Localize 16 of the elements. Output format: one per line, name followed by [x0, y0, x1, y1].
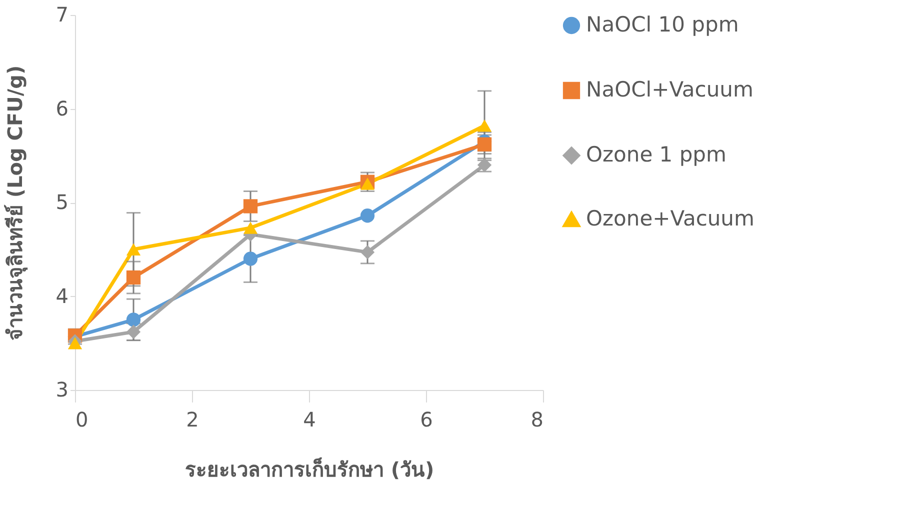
x-tick-label: 8	[530, 408, 544, 432]
y-tick-label: 5	[56, 190, 68, 214]
y-tick-label: 3	[56, 378, 68, 402]
x-tick-label: 2	[186, 408, 199, 432]
legend-label: NaOCl 10 ppm	[586, 12, 739, 36]
y-axis-title: จำนวนจุลินทรีย์ (Log CFU/g)	[2, 65, 28, 341]
legend-label: NaOCl+Vacuum	[586, 78, 754, 102]
x-tick-label: 6	[420, 408, 433, 432]
y-tick-label: 7	[56, 2, 68, 26]
x-tick-label: 4	[303, 408, 316, 432]
y-tick-label: 4	[56, 284, 68, 308]
x-tick-label: 0	[76, 408, 88, 432]
legend-label: Ozone+Vacuum	[586, 206, 754, 230]
legend-label: Ozone 1 ppm	[586, 142, 726, 166]
y-tick-label: 6	[56, 96, 68, 120]
x-axis-title: ระยะเวลาการเก็บรักษา (วัน)	[184, 456, 434, 482]
